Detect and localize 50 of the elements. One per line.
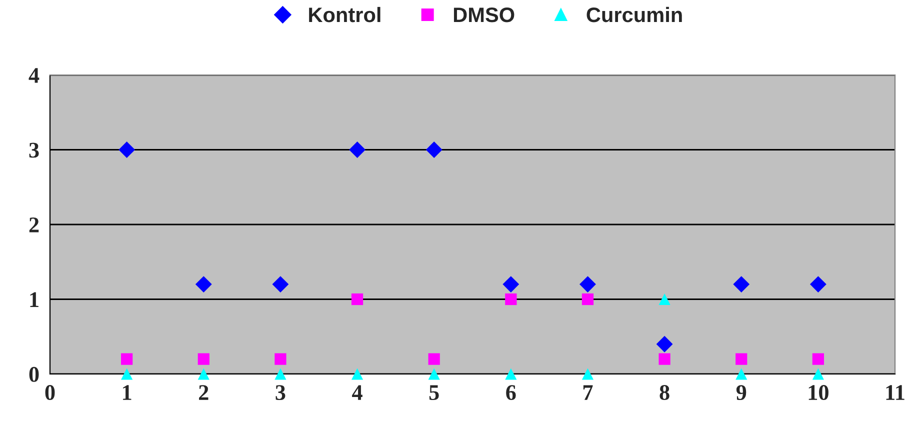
x-tick-label: 10 xyxy=(808,385,828,400)
y-tick-label: 4 xyxy=(28,68,40,83)
point xyxy=(736,368,748,380)
point xyxy=(812,368,824,380)
point xyxy=(658,293,670,306)
point xyxy=(351,293,364,306)
x-tick-label: 5 xyxy=(429,385,439,400)
point xyxy=(582,293,594,306)
point xyxy=(198,368,210,380)
point xyxy=(580,276,596,293)
point xyxy=(810,276,826,293)
x-tick-label: 3 xyxy=(276,385,286,400)
x-tick-label: 9 xyxy=(736,385,746,400)
point xyxy=(274,353,286,365)
point xyxy=(812,353,824,365)
x-tick-label: 6 xyxy=(506,385,516,400)
x-tick-label: 2 xyxy=(199,385,208,400)
point xyxy=(582,368,594,380)
point xyxy=(736,353,748,365)
y-tick-label: 1 xyxy=(30,292,38,307)
point xyxy=(121,368,133,380)
y-tick-label: 0 xyxy=(29,366,39,382)
point xyxy=(198,353,210,365)
x-tick-label: 7 xyxy=(583,385,593,400)
point xyxy=(658,353,670,365)
point xyxy=(118,142,136,158)
point xyxy=(505,368,517,380)
legend-label: Curcumin xyxy=(586,6,682,22)
x-tick-label: 11 xyxy=(886,385,904,400)
legend-label: DMSO xyxy=(454,7,514,22)
x-tick-label: 4 xyxy=(352,385,362,400)
point xyxy=(121,353,133,365)
point xyxy=(733,276,750,293)
point xyxy=(428,368,440,380)
point xyxy=(351,368,364,380)
point xyxy=(272,276,289,293)
x-tick-label: 0 xyxy=(45,385,55,400)
point xyxy=(349,142,366,158)
y-tick-label: 2 xyxy=(29,217,39,232)
point xyxy=(426,142,442,158)
point xyxy=(195,276,212,293)
point xyxy=(656,336,673,352)
x-tick-label: 8 xyxy=(660,385,670,400)
y-tick-label: 3 xyxy=(29,142,39,158)
point xyxy=(502,276,520,293)
point xyxy=(428,353,440,365)
x-tick-label: 1 xyxy=(123,385,132,400)
point xyxy=(505,293,517,306)
legend-label: Kontrol xyxy=(309,6,380,22)
point xyxy=(274,368,286,380)
